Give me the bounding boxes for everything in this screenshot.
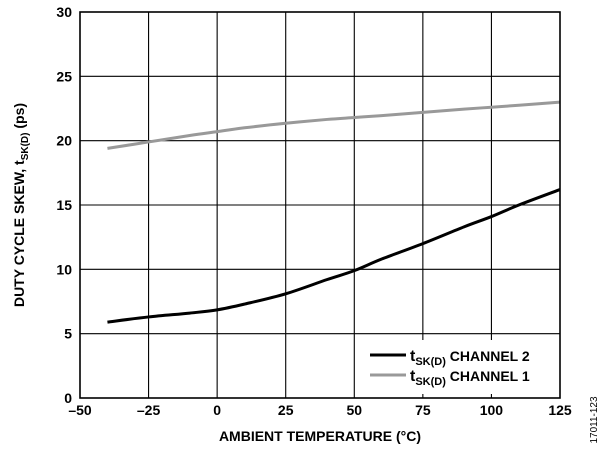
y-tick-label-6: 30: [56, 4, 72, 20]
y-axis-title: DUTY CYCLE SKEW, tSK(D) (ps): [11, 103, 31, 307]
y-tick-label-1: 5: [64, 326, 72, 342]
legend-label-channel-1-main: t: [410, 368, 416, 385]
legend-box: [363, 340, 557, 394]
y-axis-title-subscript: SK(D): [20, 133, 31, 161]
plot-frame: [79, 11, 561, 399]
legend-label-channel-1-subscript: SK(D): [415, 376, 446, 388]
y-tick-label-2: 10: [56, 261, 72, 277]
legend-label-channel-2-main: t: [410, 348, 416, 365]
legend-label-channel-2-suffix: CHANNEL 2: [446, 348, 530, 364]
series-line-0: [107, 188, 561, 324]
series-line-1: [107, 100, 561, 150]
figure-id-label: 17011-123: [589, 396, 600, 444]
y-tick-labels: 0 5 10 15 20 25 30: [56, 4, 72, 406]
x-tick-label-6: 100: [480, 402, 504, 418]
x-tick-labels: –50 –25 0 25 50 75 100 125: [68, 402, 572, 418]
x-tick-label-0: –50: [68, 402, 92, 418]
y-tick-label-3: 15: [56, 197, 72, 213]
legend-label-channel-2: tSK(D) CHANNEL 2: [410, 348, 530, 368]
x-tick-label-3: 25: [278, 402, 294, 418]
x-tick-label-5: 75: [415, 402, 431, 418]
legend: tSK(D) CHANNEL 2 tSK(D) CHANNEL 1: [363, 340, 557, 394]
x-axis-title: AMBIENT TEMPERATURE (°C): [219, 428, 421, 444]
y-axis-title-main: DUTY CYCLE SKEW, t: [11, 160, 27, 307]
y-tick-label-0: 0: [64, 390, 72, 406]
legend-label-channel-1: tSK(D) CHANNEL 1: [410, 368, 530, 388]
series-lines: [107, 100, 561, 324]
x-tick-label-4: 50: [346, 402, 362, 418]
x-tick-label-2: 0: [213, 402, 221, 418]
y-tick-label-5: 25: [56, 68, 72, 84]
legend-label-channel-2-subscript: SK(D): [415, 356, 446, 368]
grid: [80, 12, 560, 398]
y-axis-title-suffix: (ps): [11, 103, 27, 133]
y-tick-label-4: 20: [56, 133, 72, 149]
x-tick-label-1: –25: [137, 402, 161, 418]
x-tick-label-7: 125: [548, 402, 572, 418]
legend-label-channel-1-suffix: CHANNEL 1: [446, 368, 530, 384]
